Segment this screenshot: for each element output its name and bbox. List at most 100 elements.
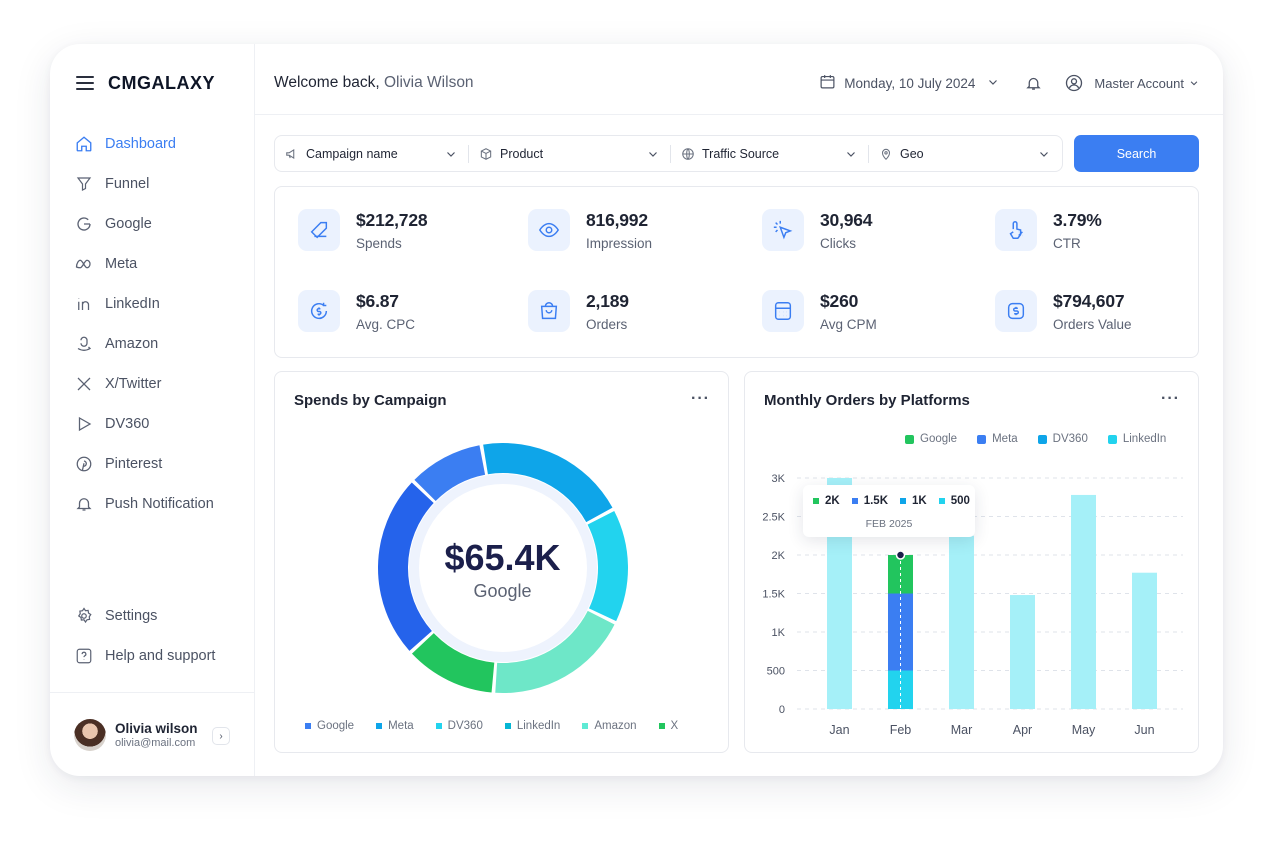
kpi-value: 30,964 — [820, 209, 873, 230]
geo-filter[interactable]: Geo — [869, 136, 1062, 171]
legend-label: X — [670, 720, 679, 732]
legend-item-linkedin[interactable]: LinkedIn — [1107, 433, 1166, 445]
dollar-icon — [995, 290, 1037, 332]
sidebar-item-google[interactable]: Google — [74, 204, 244, 244]
box-icon — [479, 147, 493, 161]
sidebar-item-funnel[interactable]: Funnel — [74, 164, 244, 204]
funnel-icon — [74, 174, 94, 194]
legend-label: LinkedIn — [516, 720, 561, 732]
user-settings-icon — [1064, 73, 1084, 93]
sidebar-item-dv360[interactable]: DV360 — [74, 404, 244, 444]
legend-swatch — [305, 723, 311, 729]
bar-mar[interactable] — [949, 535, 974, 709]
search-button[interactable]: Search — [1074, 135, 1199, 172]
tooltip-item: 2K — [813, 495, 840, 507]
legend-item-dv360[interactable]: DV360 — [435, 720, 483, 732]
more-options-icon[interactable]: ··· — [1161, 390, 1180, 407]
chevron-down-icon — [1189, 76, 1199, 91]
legend-item-x[interactable]: X — [658, 720, 679, 732]
user-name: Olivia wilson — [115, 721, 198, 736]
legend-swatch — [900, 498, 906, 504]
notification-bell-icon[interactable] — [1025, 75, 1042, 92]
bar-may[interactable] — [1071, 494, 1096, 709]
sidebar-item-settings[interactable]: Settings — [74, 596, 244, 636]
welcome-prefix: Welcome back, — [274, 74, 380, 91]
campaign-filter-label: Campaign name — [306, 146, 398, 161]
sidebar-item-label: X/Twitter — [105, 376, 162, 392]
sidebar-item-linkedin[interactable]: LinkedIn — [74, 284, 244, 324]
hover-marker — [895, 550, 906, 560]
traffic-source-filter[interactable]: Traffic Source — [671, 136, 869, 171]
date-picker[interactable]: Monday, 10 July 2024 — [819, 73, 999, 93]
user-profile[interactable]: Olivia wilson olivia@mail.com › — [74, 718, 234, 752]
legend-swatch — [376, 723, 383, 729]
kpi-label: Clicks — [820, 235, 856, 251]
kpi-orders: 2,189 Orders — [528, 290, 629, 332]
legend-item-meta[interactable]: Meta — [977, 433, 1018, 445]
legend-label: Meta — [992, 433, 1018, 445]
sidebar-item-help[interactable]: Help and support — [74, 636, 244, 676]
product-filter[interactable]: Product — [469, 136, 671, 171]
donut-slice-x[interactable] — [414, 445, 486, 501]
x-tick-label: Feb — [890, 723, 912, 737]
sidebar-nav: Dashboard Funnel Google Meta LinkedIn Am… — [74, 124, 244, 524]
avatar — [74, 719, 106, 751]
bar-apr[interactable] — [1010, 595, 1035, 709]
location-pin-icon — [879, 147, 893, 161]
amazon-icon — [74, 334, 94, 354]
chevron-down-icon — [445, 148, 457, 160]
kpi-spends: $212,728 Spends — [298, 209, 428, 251]
sidebar-item-x-twitter[interactable]: X/Twitter — [74, 364, 244, 404]
kpi-label: Spends — [356, 235, 402, 251]
sidebar: CMGALAXY Dashboard Funnel Google Meta Li… — [50, 44, 255, 776]
dv360-icon — [74, 414, 94, 434]
sidebar-item-push-notification[interactable]: Push Notification — [74, 484, 244, 524]
sidebar-item-dashboard[interactable]: Dashboard — [74, 124, 244, 164]
legend-item-dv360[interactable]: DV360 — [1037, 433, 1088, 445]
kpi-text: $6.87 Avg. CPC — [356, 291, 415, 332]
bar-legend: Google Meta DV360 LinkedIn — [905, 433, 1186, 445]
kpi-text: 3.79% CTR — [1053, 210, 1102, 251]
legend-label: Amazon — [594, 720, 637, 732]
geo-filter-label: Geo — [900, 146, 924, 161]
more-options-icon[interactable]: ··· — [691, 390, 710, 407]
menu-icon[interactable] — [76, 76, 94, 90]
legend-item-google[interactable]: Google — [905, 433, 957, 445]
legend-item-google[interactable]: Google — [305, 720, 354, 732]
donut-slice-dv360[interactable] — [495, 610, 615, 693]
bar-jun[interactable] — [1132, 572, 1157, 709]
chevron-right-icon[interactable]: › — [212, 727, 230, 745]
sidebar-item-meta[interactable]: Meta — [74, 244, 244, 284]
account-menu[interactable]: Master Account — [1064, 73, 1199, 93]
x-tick-label: Jan — [829, 723, 849, 737]
sidebar-item-label: Settings — [105, 608, 158, 624]
sidebar-item-label: DV360 — [105, 416, 150, 432]
header-actions: Monday, 10 July 2024 Master Account — [819, 72, 1199, 94]
legend-item-meta[interactable]: Meta — [376, 720, 414, 732]
kpi-value: $6.87 — [356, 290, 399, 311]
kpi-text: 816,992 Impression — [586, 210, 652, 251]
google-icon — [74, 214, 94, 234]
calculator-icon — [762, 290, 804, 332]
x-tick-label: May — [1072, 723, 1096, 737]
tag-icon — [298, 209, 340, 251]
legend-item-linkedin[interactable]: LinkedIn — [504, 720, 561, 732]
sidebar-item-label: Dashboard — [105, 136, 176, 152]
y-tick-label: 0 — [779, 704, 785, 716]
donut-slice-meta[interactable] — [587, 510, 628, 622]
kpi-text: 2,189 Orders — [586, 291, 629, 332]
sidebar-item-pinterest[interactable]: Pinterest — [74, 444, 244, 484]
sidebar-item-amazon[interactable]: Amazon — [74, 324, 244, 364]
header-divider — [255, 114, 1223, 115]
welcome-name: Olivia Wilson — [383, 74, 474, 91]
y-tick-label: 2.5K — [762, 512, 785, 524]
donut-slice-google[interactable] — [483, 443, 613, 523]
donut-slice-linkedin[interactable] — [411, 633, 495, 693]
campaign-filter[interactable]: Campaign name — [275, 136, 469, 171]
donut-slice-amazon[interactable] — [378, 482, 434, 651]
tooltip-item: 1K — [900, 495, 927, 507]
legend-swatch — [851, 498, 858, 504]
legend-item-amazon[interactable]: Amazon — [582, 720, 637, 732]
pinterest-icon — [74, 454, 94, 474]
kpi-label: CTR — [1053, 235, 1081, 251]
